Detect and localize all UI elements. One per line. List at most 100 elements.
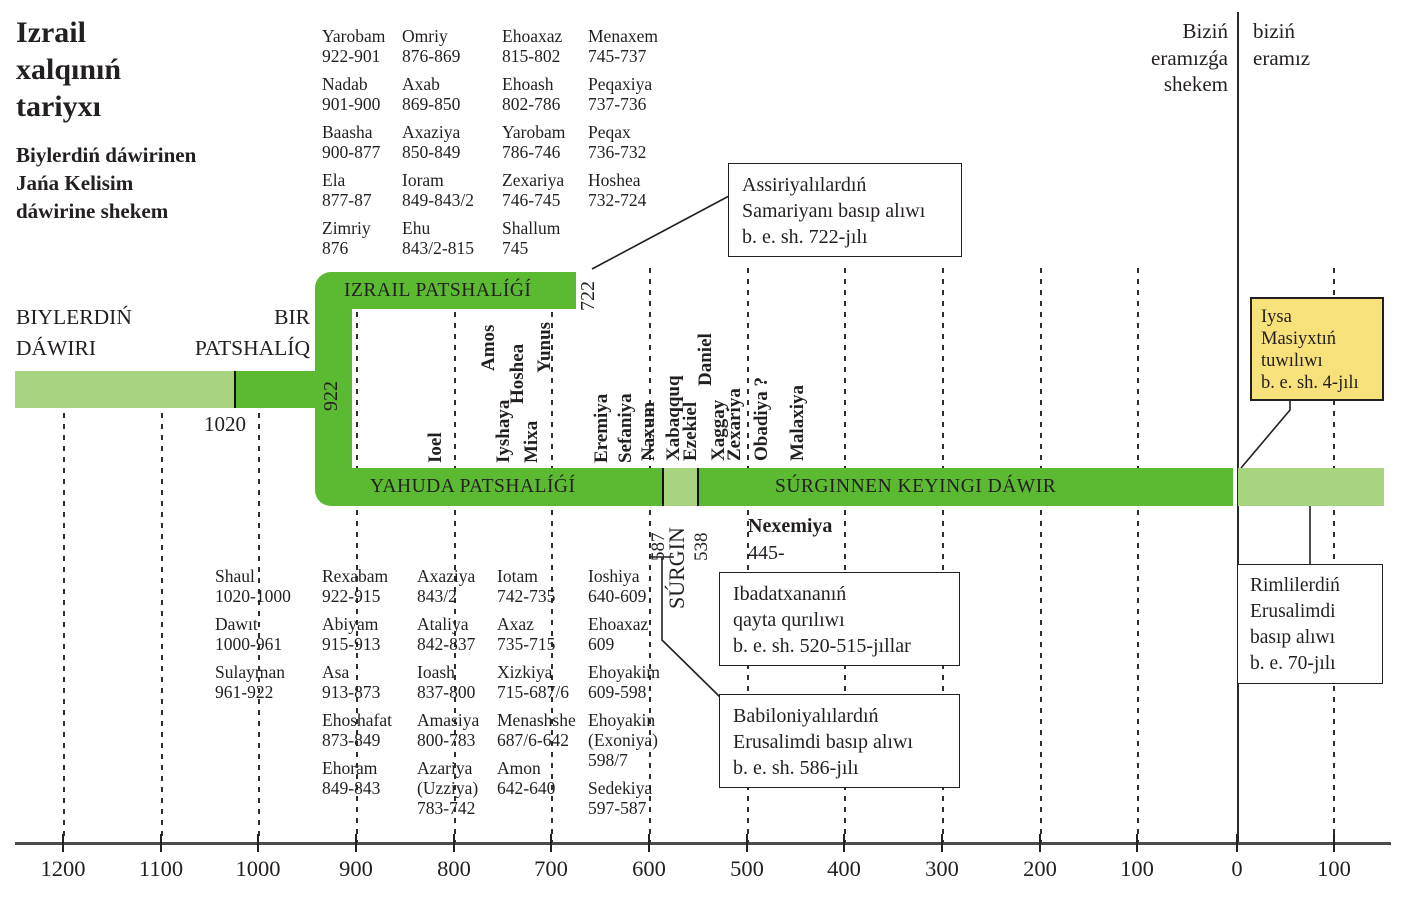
prophet-label: Sefaniya — [615, 393, 636, 463]
label-united-kingdom: BIR PATSHALÍQ — [194, 305, 310, 360]
king-entry-line: 640-609 — [588, 586, 647, 606]
prophet-label: Daniel — [695, 333, 716, 386]
axis-tick — [746, 834, 748, 852]
king-entry-line: 742-735 — [497, 586, 556, 606]
kings-column: Rexabam 922-915 Abiyam 915-913 Asa 913-873 Eho… — [322, 566, 392, 806]
axis-tick — [355, 834, 357, 852]
king-entry: Axaziya 850-849 — [402, 122, 474, 162]
king-entry-line: Dawıt — [215, 614, 258, 634]
king-entry-line: 877-87 — [322, 190, 372, 210]
axis-tick-label: 1100 — [138, 856, 184, 881]
axis-tick — [1236, 834, 1238, 852]
king-entry-line: 735-715 — [497, 634, 556, 654]
king-entry-line: Peqaxiya — [588, 74, 653, 94]
king-entry-line: Ehoaxaz — [588, 614, 649, 634]
king-entry-line: 869-850 — [402, 94, 461, 114]
king-entry-line: 849-843 — [322, 778, 381, 798]
axis-tick — [453, 834, 455, 852]
king-entry: Axab 869-850 — [402, 74, 474, 114]
king-entry-line: 843/2-815 — [402, 238, 474, 258]
king-entry-line: 745 — [502, 238, 529, 258]
axis-tick — [941, 834, 943, 852]
king-entry: Peqaxiya 737-736 — [588, 74, 658, 114]
king-entry-line: 849-843/2 — [402, 190, 474, 210]
king-entry-line: Shaul — [215, 566, 255, 586]
king-entry: Menashshe 687/6-642 — [497, 710, 576, 750]
king-entry-line: 736-732 — [588, 142, 647, 162]
axis-tick — [62, 834, 64, 852]
king-entry: Iotam 742-735 — [497, 566, 576, 606]
axis-tick-label: 100 — [1317, 856, 1351, 881]
king-entry: Hoshea 732-724 — [588, 170, 658, 210]
king-entry-line: 873-849 — [322, 730, 381, 750]
king-entry-line: 1000-961 — [215, 634, 283, 654]
king-entry-line: (Uzziya) — [417, 778, 479, 798]
axis-tick — [1039, 834, 1041, 852]
king-entry-line: Ioash — [417, 662, 455, 682]
bar-kingdom-judah — [344, 468, 662, 506]
king-entry: Sulayman 961-922 — [215, 662, 291, 702]
king-entry: Ehoram 849-843 — [322, 758, 392, 798]
king-entry-line: Ehoshafat — [322, 710, 392, 730]
king-entry-line: 900-877 — [322, 142, 381, 162]
king-entry-line: Axaziya — [402, 122, 461, 142]
king-entry: Zexariya 746-745 — [502, 170, 565, 210]
king-entry-line: Baasha — [322, 122, 373, 142]
century-gridline — [747, 268, 749, 842]
label-judges-period: BIYLERDIŃ DÁWIRI — [16, 305, 132, 360]
king-entry-line: 802-786 — [502, 94, 561, 114]
era-label-ce: biziń eramız — [1253, 19, 1311, 70]
year-538: 538 — [691, 532, 712, 562]
king-entry-line: Asa — [322, 662, 350, 682]
axis-tick — [648, 834, 650, 852]
kings-column: Iotam 742-735 Axaz 735-715 Xizkiya 715-687/6 M… — [497, 566, 576, 806]
king-entry-line: Iotam — [497, 566, 538, 586]
king-entry-line: 783-742 — [417, 798, 476, 818]
king-entry: Baasha 900-877 — [322, 122, 385, 162]
king-entry: Yarobam 786-746 — [502, 122, 565, 162]
kings-column: Shaul 1020-1000 Dawıt 1000-961 Sulayman 961-9… — [215, 566, 291, 710]
century-gridline — [356, 312, 358, 842]
king-entry-line: Axaz — [497, 614, 534, 634]
king-entry-line: Ehoram — [322, 758, 378, 778]
king-entry-line: 842-837 — [417, 634, 476, 654]
century-gridline — [1333, 268, 1335, 842]
century-gridline — [1137, 268, 1139, 842]
prophet-label: Iyshaya — [493, 399, 514, 463]
axis-tick-label: 300 — [925, 856, 959, 881]
king-entry-line: 876-869 — [402, 46, 461, 66]
king-entry-line: Ehoaxaz — [502, 26, 563, 46]
king-entry-line: 850-849 — [402, 142, 461, 162]
axis-tick-label: 700 — [534, 856, 568, 881]
century-gridline — [942, 268, 944, 842]
prophet-label: Naxum — [638, 401, 659, 461]
kings-column: Ioshiya 640-609 Ehoaxaz 609 Ehoyakim 609-598 E… — [588, 566, 660, 826]
king-entry-line: Shallum — [502, 218, 561, 238]
king-entry-line: 715-687/6 — [497, 682, 569, 702]
king-entry-line: 922-901 — [322, 46, 381, 66]
bar-post-exile — [699, 468, 1233, 506]
king-entry-line: 598/7 — [588, 750, 628, 770]
axis-tick — [257, 834, 259, 852]
king-entry-line: Zimriy — [322, 218, 371, 238]
axis-tick-label: 600 — [632, 856, 666, 881]
axis-tick-label: 100 — [1120, 856, 1154, 881]
king-entry-line: Yarobam — [502, 122, 566, 142]
king-entry-line: 642-640 — [497, 778, 556, 798]
century-gridline — [454, 312, 456, 842]
axis-tick-label: 0 — [1231, 856, 1243, 881]
king-entry-line: Rexabam — [322, 566, 389, 586]
king-entry: Ela 877-87 — [322, 170, 385, 210]
king-entry-line: Nadab — [322, 74, 368, 94]
king-entry: Ehu 843/2-815 — [402, 218, 474, 258]
king-entry: Shallum 745 — [502, 218, 565, 258]
year-1020: 1020 — [204, 412, 246, 436]
prophet-label: Ioel — [425, 432, 446, 463]
prophet-label: Malaxiya — [787, 385, 808, 461]
king-entry: Menaxem 745-737 — [588, 26, 658, 66]
king-entry: Ioash 837-800 — [417, 662, 479, 702]
king-entry-line: Ioram — [402, 170, 444, 190]
nehemiah-years: 445- — [748, 542, 785, 564]
century-gridline — [844, 268, 846, 842]
